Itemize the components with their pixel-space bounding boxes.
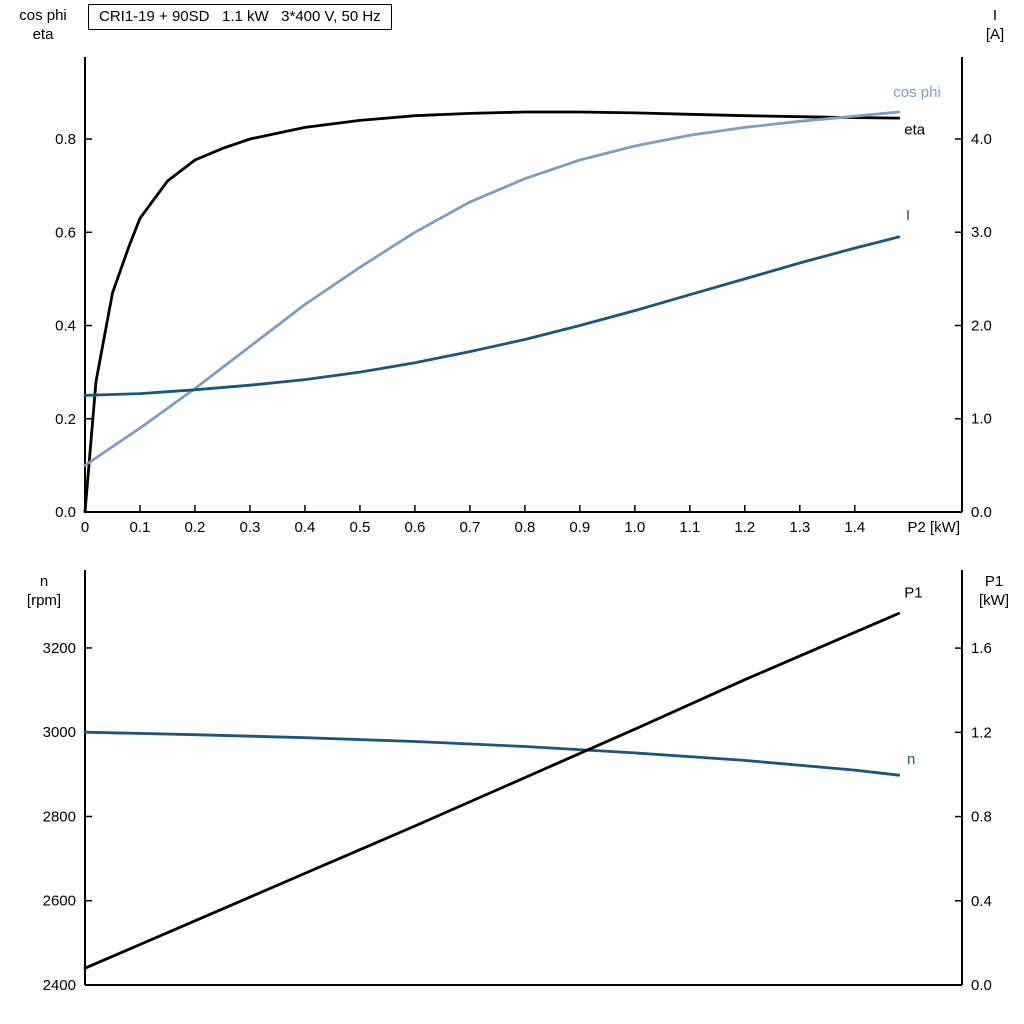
svg-text:2800: 2800 (43, 808, 76, 825)
svg-text:P1: P1 (904, 585, 922, 602)
svg-text:0.1: 0.1 (130, 519, 151, 536)
svg-text:1.2: 1.2 (734, 519, 755, 536)
speed-axis-label: n (39, 573, 49, 590)
kw-unit-label: [kW] (979, 592, 1009, 609)
svg-text:0.3: 0.3 (240, 519, 261, 536)
svg-text:0.4: 0.4 (55, 318, 76, 335)
svg-text:0.8: 0.8 (971, 809, 992, 826)
svg-text:I: I (906, 207, 910, 224)
p1-axis-label: P1 (984, 573, 1004, 590)
svg-text:1.0: 1.0 (971, 411, 992, 428)
svg-text:0.0: 0.0 (971, 977, 992, 994)
bottom-left-axis-label: n [rpm] (8, 572, 80, 610)
svg-text:eta: eta (904, 121, 926, 138)
svg-text:0.6: 0.6 (55, 224, 76, 241)
svg-text:0.8: 0.8 (55, 131, 76, 148)
current-axis-label: I (992, 7, 998, 24)
svg-text:0: 0 (81, 519, 89, 536)
cos-phi-axis-label: cos phi (19, 7, 67, 24)
svg-text:n: n (907, 751, 915, 768)
svg-text:1.6: 1.6 (971, 640, 992, 657)
svg-text:1.3: 1.3 (789, 519, 810, 536)
svg-text:0.2: 0.2 (185, 519, 206, 536)
svg-text:0.0: 0.0 (55, 504, 76, 521)
svg-text:1.1: 1.1 (679, 519, 700, 536)
eta-axis-label: eta (32, 26, 54, 43)
svg-text:3.0: 3.0 (971, 224, 992, 241)
svg-text:0.7: 0.7 (459, 519, 480, 536)
svg-text:2.0: 2.0 (971, 317, 992, 334)
svg-text:2600: 2600 (43, 893, 76, 910)
svg-text:cos phi: cos phi (893, 84, 941, 101)
chart-title-text: CRI1-19 + 90SD 1.1 kW 3*400 V, 50 Hz (99, 8, 381, 25)
svg-text:4.0: 4.0 (971, 131, 992, 148)
bottom-right-axis-label: P1 [kW] (968, 572, 1020, 610)
svg-text:0.0: 0.0 (971, 504, 992, 521)
svg-text:1.2: 1.2 (971, 724, 992, 741)
svg-text:0.4: 0.4 (971, 893, 992, 910)
svg-text:P2 [kW]: P2 [kW] (907, 519, 960, 536)
svg-text:0.6: 0.6 (404, 519, 425, 536)
svg-text:3200: 3200 (43, 640, 76, 657)
svg-text:1.0: 1.0 (624, 519, 645, 536)
svg-text:3000: 3000 (43, 724, 76, 741)
top-right-axis-label: I [A] (970, 6, 1020, 44)
ampere-unit-label: [A] (985, 26, 1005, 43)
svg-text:1.4: 1.4 (844, 519, 865, 536)
rpm-unit-label: [rpm] (26, 592, 62, 609)
svg-text:0.9: 0.9 (569, 519, 590, 536)
svg-text:0.2: 0.2 (55, 411, 76, 428)
svg-text:2400: 2400 (43, 977, 76, 994)
svg-text:0.8: 0.8 (514, 519, 535, 536)
svg-text:0.5: 0.5 (349, 519, 370, 536)
chart-title-box: CRI1-19 + 90SD 1.1 kW 3*400 V, 50 Hz (88, 4, 392, 30)
svg-text:0.4: 0.4 (295, 519, 316, 536)
top-left-axis-label: cos phi eta (6, 6, 80, 44)
